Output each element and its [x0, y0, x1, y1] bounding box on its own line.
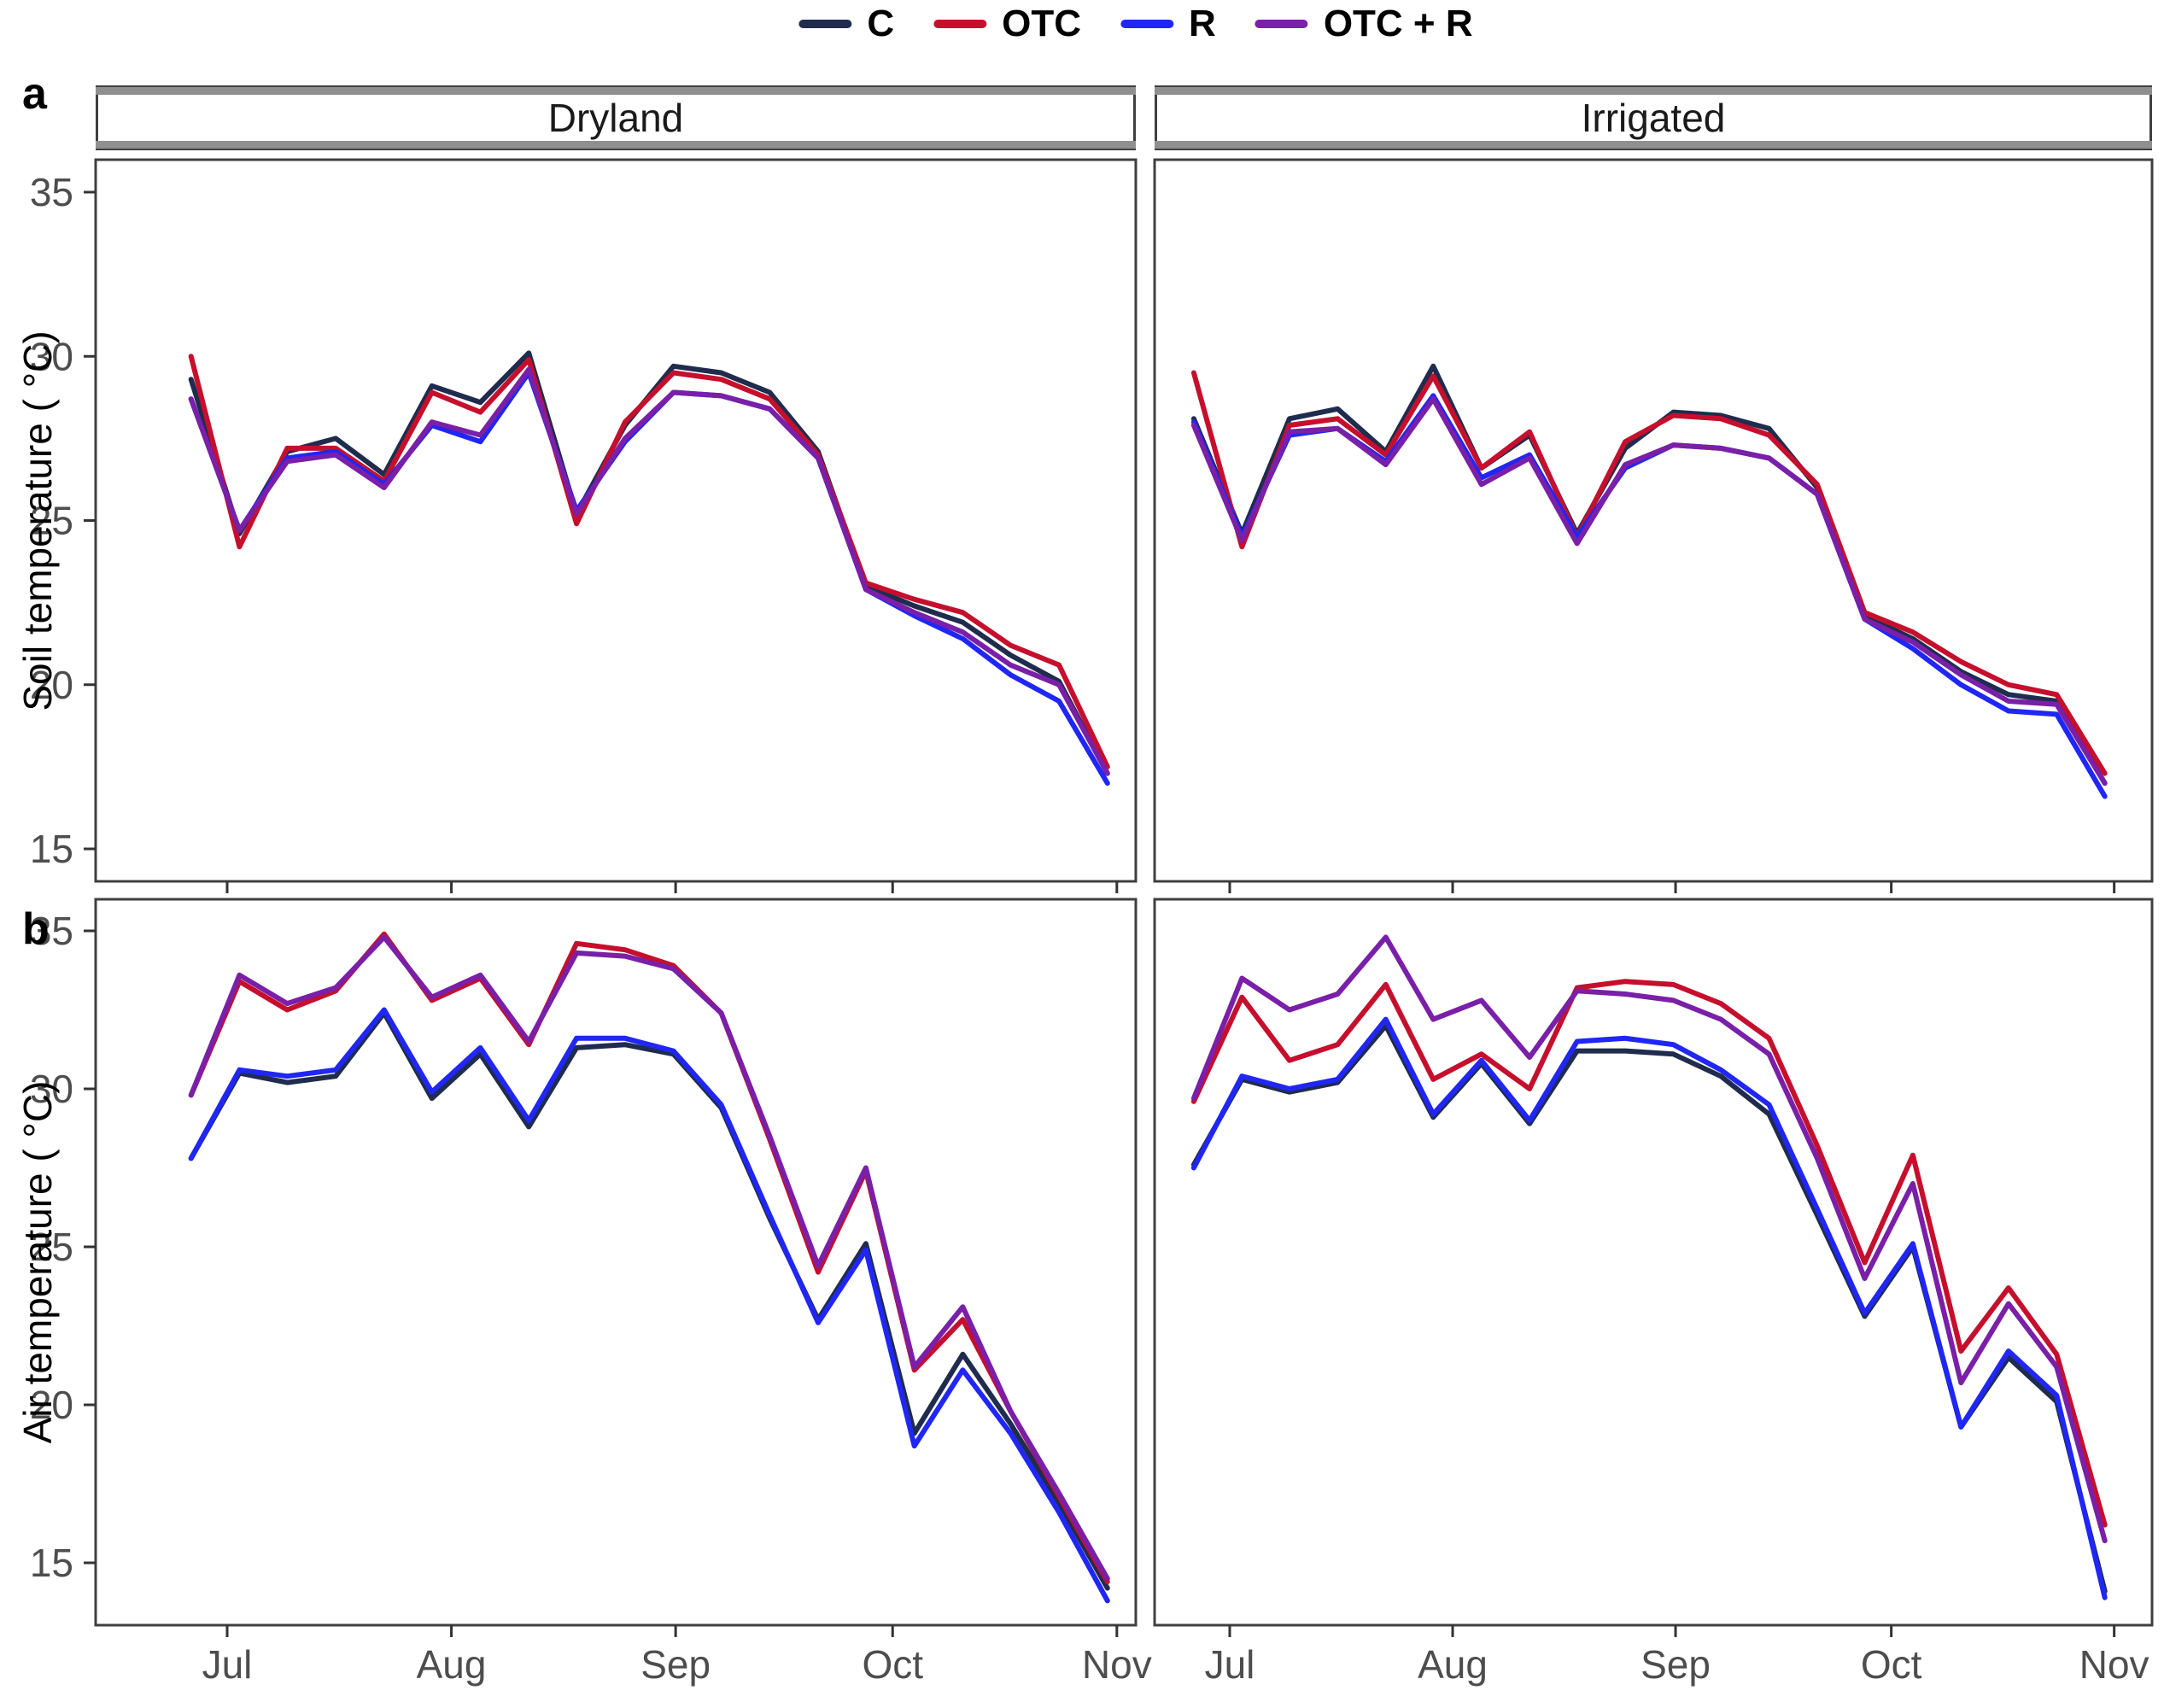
line-otc — [188, 354, 1110, 769]
legend-label: R — [1189, 3, 1216, 44]
x-tick-label: Aug — [417, 1642, 487, 1687]
line-otc-r — [1190, 396, 2108, 787]
line-r — [188, 370, 1110, 787]
panel-air-dryland: Jul Aug Sep Oct Nov 15 20 25 30 35 — [30, 898, 1152, 1687]
legend-line-swatch-c — [798, 20, 852, 28]
line-c — [188, 1010, 1110, 1591]
legend-label: C — [867, 3, 895, 44]
panel-soil-dryland: 15 20 25 30 35 — [30, 158, 1138, 893]
legend-item-otc: OTC — [933, 5, 1081, 43]
x-tick-label: Jul — [1205, 1642, 1255, 1687]
line-otc-r — [1190, 934, 2108, 1544]
x-tick-label: Sep — [1641, 1642, 1711, 1687]
legend-line-swatch-otc-r — [1255, 20, 1308, 28]
y-tick-label: 25 — [30, 499, 73, 543]
y-tick-label: 30 — [30, 334, 73, 378]
y-tick-label: 25 — [30, 1225, 73, 1269]
x-tick-label: Nov — [2079, 1642, 2149, 1687]
x-tick-label: Sep — [640, 1642, 711, 1687]
x-tick-label: Jul — [202, 1642, 253, 1687]
legend-line-swatch-otc — [933, 20, 987, 28]
line-otc — [1190, 370, 2108, 776]
x-tick-label: Oct — [1861, 1642, 1922, 1687]
y-tick-label: 35 — [30, 170, 73, 214]
y-tick-label: 20 — [30, 1383, 73, 1427]
legend-item-c: C — [798, 5, 894, 43]
line-otc — [188, 931, 1110, 1585]
line-otc-r — [188, 934, 1110, 1582]
facet-strip-dryland: Dryland — [96, 85, 1136, 150]
legend-item-otc-r: OTC + R — [1255, 5, 1473, 43]
panel-letter-a: a — [22, 69, 47, 119]
legend-item-r: R — [1120, 5, 1216, 43]
facet-strip-label: Dryland — [547, 96, 684, 140]
series-lines — [1190, 934, 2108, 1600]
facet-strip-irrigated: Irrigated — [1155, 85, 2152, 150]
y-tick-label: 15 — [30, 1541, 73, 1585]
series-lines — [1190, 363, 2108, 799]
y-tick-label: 20 — [30, 663, 73, 707]
line-c — [1190, 1023, 2108, 1594]
y-axis-title-air: Air temperature ( °C) — [15, 1080, 60, 1444]
y-tick-label: 35 — [30, 909, 73, 953]
y-tick-label: 30 — [30, 1067, 73, 1111]
panel-air-irrigated: Jul Aug Sep Oct Nov — [1153, 898, 2154, 1687]
series-lines — [188, 350, 1110, 787]
panel-border — [94, 898, 1138, 1627]
legend-line-swatch-r — [1120, 20, 1174, 28]
panel-soil-irrigated — [1153, 158, 2154, 893]
x-tick-label: Aug — [1418, 1642, 1488, 1687]
y-tick-label: 15 — [30, 827, 73, 871]
x-tick-label: Nov — [1082, 1642, 1152, 1687]
y-axis-title-soil: Soil temperature ( °C) — [15, 330, 60, 711]
panel-letter-b: b — [22, 904, 50, 954]
line-r — [188, 1007, 1110, 1604]
line-otc — [1190, 979, 2108, 1528]
line-r — [1190, 1016, 2108, 1600]
series-lines — [188, 931, 1110, 1604]
panel-border — [1153, 158, 2154, 883]
facet-strip-label: Irrigated — [1581, 96, 1726, 140]
x-tick-label: Oct — [862, 1642, 923, 1687]
legend-label: OTC — [1002, 3, 1082, 44]
panel-border — [1153, 898, 2154, 1627]
line-otc-r — [188, 366, 1110, 776]
legend: C OTC R OTC + R — [798, 5, 1473, 43]
legend-label: OTC + R — [1323, 3, 1473, 44]
